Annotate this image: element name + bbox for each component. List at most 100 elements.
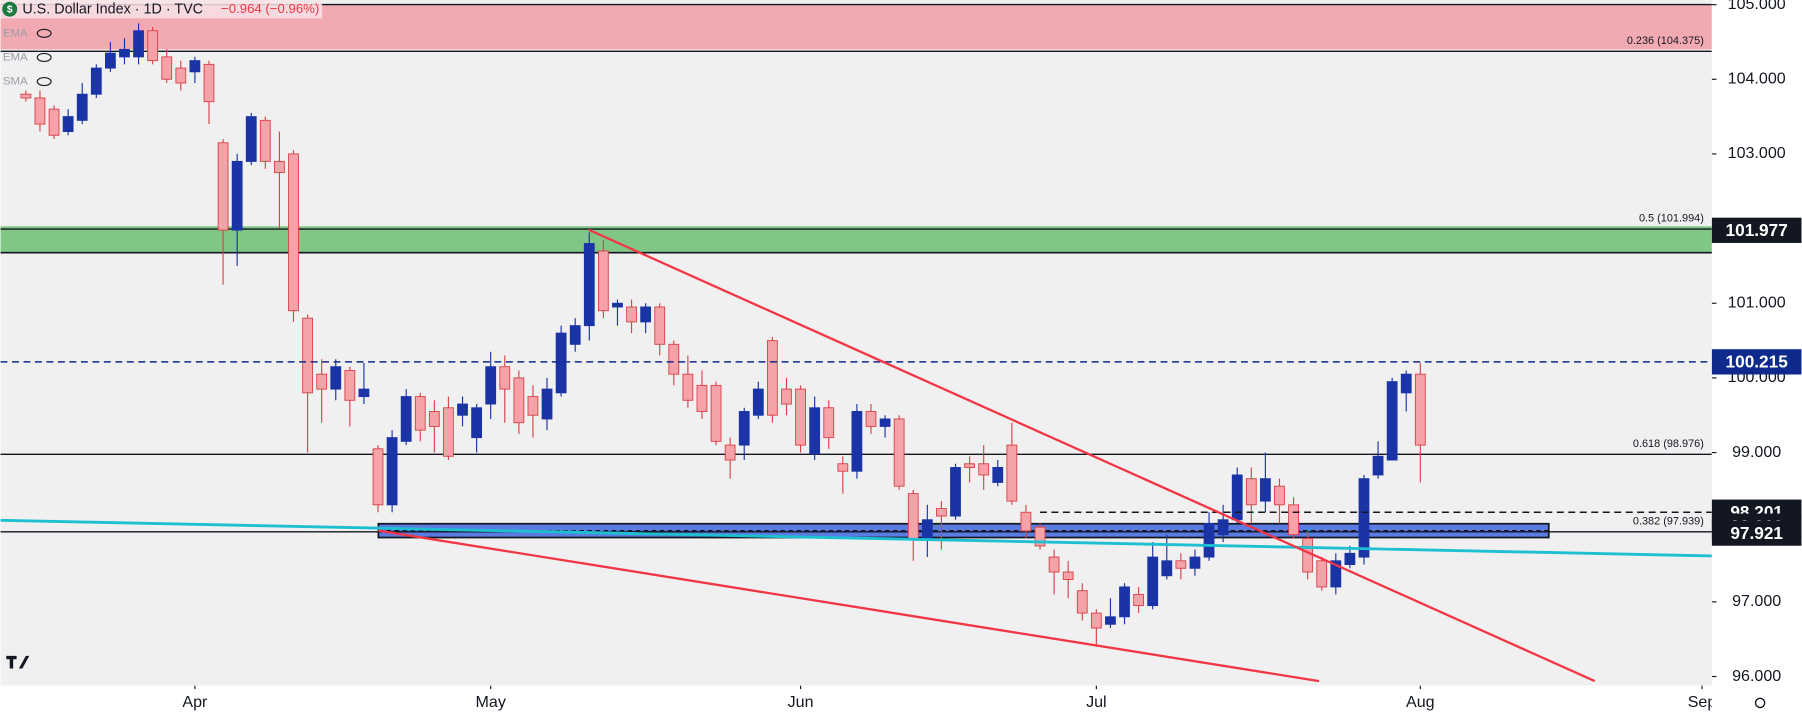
candle-body [612, 302, 623, 308]
candle-body [62, 116, 74, 133]
candle-body [1175, 560, 1187, 569]
candle-body [316, 373, 328, 390]
candle-body [1400, 373, 1412, 394]
y-tick-label: 103.000 [1728, 144, 1786, 162]
candle-body [288, 153, 299, 312]
candle-body [837, 463, 849, 472]
price-badge-label: 100.215 [1726, 352, 1789, 372]
logo [6, 655, 30, 669]
candle-body [724, 444, 736, 461]
candle-body [823, 407, 835, 439]
x-tick-label: Jun [788, 693, 814, 711]
candle-body [907, 493, 919, 539]
candle-body [1189, 556, 1201, 569]
candle-body [1161, 560, 1173, 577]
candle-body [921, 519, 933, 539]
candle-body [1245, 478, 1257, 506]
candle-body [1006, 444, 1018, 502]
candle-body [344, 369, 356, 401]
candle-body [499, 366, 511, 390]
candle-body [1133, 593, 1145, 607]
candle-body [1330, 560, 1342, 588]
x-tick-label: Apr [182, 693, 208, 711]
price-badge-label: 101.977 [1726, 220, 1788, 240]
trendline [378, 529, 1320, 683]
candle-body [950, 467, 961, 517]
fib-label: 0.618 (98.976) [1633, 438, 1704, 450]
candle-body [626, 306, 637, 323]
candle-body [119, 48, 130, 58]
candle-body [259, 119, 271, 162]
candle-body [569, 325, 581, 345]
y-tick-label: 105.000 [1728, 0, 1786, 13]
candle-body [767, 340, 778, 416]
candle-body [640, 306, 652, 323]
candle-body [245, 116, 257, 162]
candle-body [1076, 590, 1088, 614]
trendline [0, 518, 1712, 558]
candle-body [48, 108, 60, 136]
candle-body [513, 377, 525, 424]
visibility-icon[interactable] [36, 52, 52, 63]
candle-body [1372, 455, 1384, 476]
candle-body [1062, 571, 1074, 580]
fib-label: 0.5 (101.994) [1639, 213, 1704, 225]
candle-body [1274, 485, 1285, 506]
candle-body [1203, 523, 1215, 558]
candle-body [682, 373, 694, 401]
trendlines [0, 228, 1712, 683]
candle-body [781, 388, 792, 405]
candle-body [76, 93, 88, 121]
candle-body [386, 437, 398, 506]
candle-body [203, 63, 215, 103]
candle-body [795, 388, 806, 446]
candle-body [1288, 504, 1299, 536]
candle-body [696, 384, 708, 412]
candle-body [302, 317, 313, 394]
trendline [588, 228, 1596, 683]
candle-body [541, 388, 553, 420]
candle-body [175, 67, 187, 84]
axes: 0.236 (104.375) 0.5 (101.994) 0.618 (98.97… [182, 0, 1802, 711]
candle-body [978, 463, 990, 476]
candle-body [1302, 537, 1314, 573]
visibility-icon[interactable] [36, 28, 52, 38]
candle-body [654, 306, 666, 345]
candle-body [1048, 556, 1060, 573]
candle-body [964, 463, 975, 468]
candle-body [752, 388, 764, 416]
candle-body [274, 160, 285, 174]
x-tick-label: May [476, 693, 506, 711]
x-tick-label: Jul [1086, 693, 1107, 711]
candle-body [1386, 381, 1398, 461]
settings-icon[interactable] [1754, 697, 1766, 709]
candle-body [443, 407, 454, 457]
candle-body [1147, 556, 1159, 607]
candle-body [936, 508, 947, 517]
price-badge-label: 97.921 [1730, 523, 1783, 543]
candle-body [471, 407, 483, 439]
candle-body [738, 411, 750, 446]
candle-body [104, 52, 116, 69]
candle-body [1231, 474, 1243, 521]
candle-body [851, 411, 863, 472]
candle-body [1358, 478, 1370, 558]
candle-body [992, 467, 1004, 483]
candle-body [400, 396, 412, 442]
candle-body [161, 56, 173, 80]
candle-body [710, 384, 722, 442]
candle-body [372, 448, 384, 506]
candle-body [217, 142, 229, 231]
indicator-label: EMA [3, 51, 28, 63]
candle-body [330, 366, 342, 390]
visibility-icon[interactable] [36, 76, 52, 87]
candle-body [1119, 586, 1130, 618]
symbol-icon [2, 1, 18, 17]
y-tick-label: 101.000 [1728, 293, 1786, 311]
symbol-icon-text: $ [7, 4, 13, 15]
candle-body [414, 396, 426, 431]
y-tick-label: 99.000 [1732, 443, 1781, 461]
price-badge [1711, 217, 1802, 243]
